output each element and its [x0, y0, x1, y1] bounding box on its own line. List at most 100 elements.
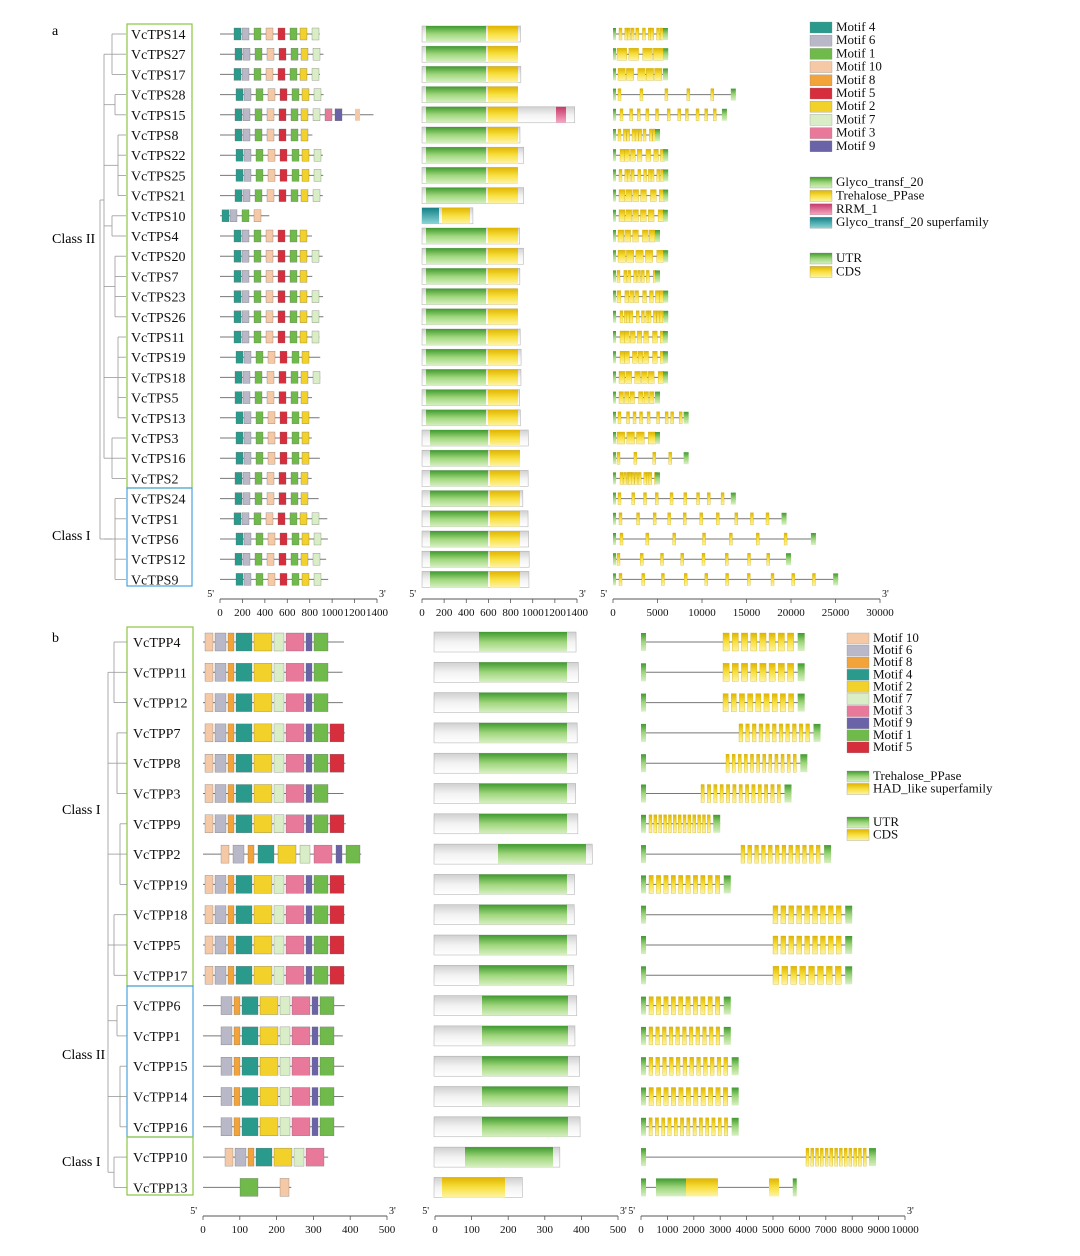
- utr5-VcTPP8: [641, 754, 646, 773]
- motif-VcTPP16-5: [279, 1117, 291, 1136]
- motif-VcTPS23-4: [277, 290, 286, 303]
- cds-VcTPS3-3: [648, 431, 657, 445]
- motif-VcTPS27-5: [290, 48, 299, 61]
- cds-VcTPP7-9: [799, 723, 803, 743]
- b-gene-tick-label-6: 6000: [788, 1224, 811, 1236]
- cds-VcTPS25-8: [656, 169, 660, 182]
- motif-VcTPP8-4: [253, 754, 273, 773]
- cds-VcTPS24-3: [655, 492, 659, 505]
- motif-VcTPS26-3: [265, 310, 274, 323]
- cds-VcTPS25-6: [648, 169, 652, 182]
- cds-VcTPP8-3: [744, 754, 748, 773]
- motif-VcTPS7-1: [241, 270, 250, 283]
- motif-VcTPS15-5: [290, 108, 299, 121]
- utr3-VcTPS28: [730, 88, 736, 101]
- motif-VcTPS12-0: [234, 553, 243, 566]
- motif-VcTPS18-5: [290, 371, 299, 384]
- utr5-VcTPP18: [641, 905, 646, 924]
- cds-VcTPS9-0: [618, 573, 623, 586]
- motif-VcTPP3-5: [273, 784, 285, 803]
- cds-VcTPS13-5: [656, 411, 660, 424]
- cds-VcTPS16-1: [633, 452, 638, 465]
- cds-VcTPS8-5: [638, 128, 642, 142]
- cds-VcTPP5-5: [812, 935, 818, 955]
- utr5-VcTPS20: [613, 250, 616, 263]
- b-motif-legend-swatch-2: [846, 657, 870, 669]
- motif-VcTPS17-3: [265, 68, 274, 81]
- a-domain-tick-label-3: 600: [480, 607, 497, 619]
- cds-VcTPS23-6: [655, 290, 660, 303]
- motif-VcTPP12-1: [214, 693, 227, 712]
- cds-VcTPS23-7: [659, 290, 664, 303]
- cds-VcTPS1-1: [636, 512, 640, 525]
- a-motif-legend-swatch-5: [809, 87, 833, 100]
- utr5-VcTPP12: [641, 693, 646, 712]
- motif-VcTPS11-7: [311, 330, 320, 344]
- utr5-VcTPP2: [641, 845, 646, 864]
- panel-b-label: b: [52, 631, 59, 646]
- cds-VcTPP5-2: [788, 935, 794, 955]
- motif-VcTPS26-0: [233, 310, 242, 323]
- motif-VcTPS24-0: [234, 492, 243, 505]
- motif-VcTPS16-2: [255, 452, 264, 465]
- cds-VcTPS6-2: [672, 532, 676, 546]
- b-domain-tick-label-2: 200: [500, 1224, 517, 1236]
- motif-VcTPP5-9: [329, 935, 345, 955]
- panel-b-class-label-3: Class I: [62, 1155, 101, 1170]
- cds-VcTPS7-4: [637, 270, 641, 283]
- motif-VcTPS6-5: [291, 532, 300, 546]
- motif-VcTPS2-6: [300, 472, 309, 485]
- panel-a-class-label-2: Class I: [52, 529, 91, 544]
- utr5-VcTPP4: [641, 633, 646, 651]
- a-motif-tick-label-0: 0: [217, 607, 223, 619]
- gene-name-VcTPS18: VcTPS18: [131, 371, 185, 386]
- motif-VcTPS20-7: [311, 250, 320, 263]
- cds-VcTPS21-2: [632, 189, 639, 202]
- domain-yellow-VcTPS19: [488, 349, 518, 366]
- utr5-VcTPS19: [613, 351, 616, 364]
- cds-VcTPS11-2: [630, 330, 636, 344]
- cds-VcTPP7-8: [792, 723, 797, 743]
- gene-name-VcTPS9: VcTPS9: [131, 573, 178, 588]
- domain-green-VcTPP7: [479, 722, 567, 743]
- b-motif-tick-label-3: 300: [305, 1224, 322, 1236]
- a-domain-legend-swatch-3: [809, 217, 833, 229]
- motif-VcTPP1-5: [279, 1026, 291, 1046]
- motif-VcTPS20-6: [299, 250, 308, 263]
- utr3-VcTPS15: [721, 108, 727, 121]
- cds-VcTPP16-6: [686, 1117, 691, 1136]
- cds-VcTPP14-1: [656, 1087, 662, 1106]
- motif-VcTPS23-5: [289, 290, 298, 303]
- motif-VcTPS12-7: [312, 553, 321, 566]
- panel-a-phylogenetic-tree: [99, 33, 126, 580]
- cds-VcTPS11-4: [643, 330, 649, 344]
- motif-VcTPS14-2: [253, 27, 262, 41]
- motif-VcTPP6-2: [233, 996, 241, 1015]
- motif-VcTPP11-6: [285, 663, 305, 682]
- cds-VcTPP17-3: [799, 966, 806, 985]
- cds-VcTPS15-2: [637, 108, 641, 121]
- cds-VcTPP8-4: [750, 754, 754, 773]
- motif-VcTPS7-3: [265, 270, 274, 283]
- domain-yellow-VcTPS24: [490, 490, 520, 507]
- motif-VcTPS15-6: [300, 108, 309, 121]
- cds-VcTPP15-3: [669, 1057, 674, 1076]
- cds-VcTPP17-5: [817, 966, 824, 985]
- cds-VcTPP8-11: [793, 754, 797, 773]
- cds-VcTPS18-4: [648, 371, 655, 384]
- domain-green-VcTPP2: [498, 844, 586, 865]
- domain-yellow-VcTPS27: [488, 46, 518, 63]
- a-motif-legend-label-7: Motif 7: [836, 111, 876, 126]
- cds-VcTPP13-1: [686, 1178, 718, 1197]
- cds-VcTPS26-10: [659, 310, 664, 323]
- cds-VcTPP17-4: [808, 966, 815, 985]
- cds-VcTPS1-2: [652, 512, 657, 525]
- cds-VcTPP1-2: [662, 1026, 667, 1046]
- domain-green-VcTPS28: [426, 86, 486, 103]
- motif-VcTPS10-3: [253, 209, 262, 222]
- cds-VcTPP3-3: [719, 784, 724, 803]
- utr5-VcTPP14: [641, 1087, 646, 1106]
- utr5-VcTPS26: [613, 310, 616, 323]
- cds-VcTPS18-3: [641, 371, 648, 384]
